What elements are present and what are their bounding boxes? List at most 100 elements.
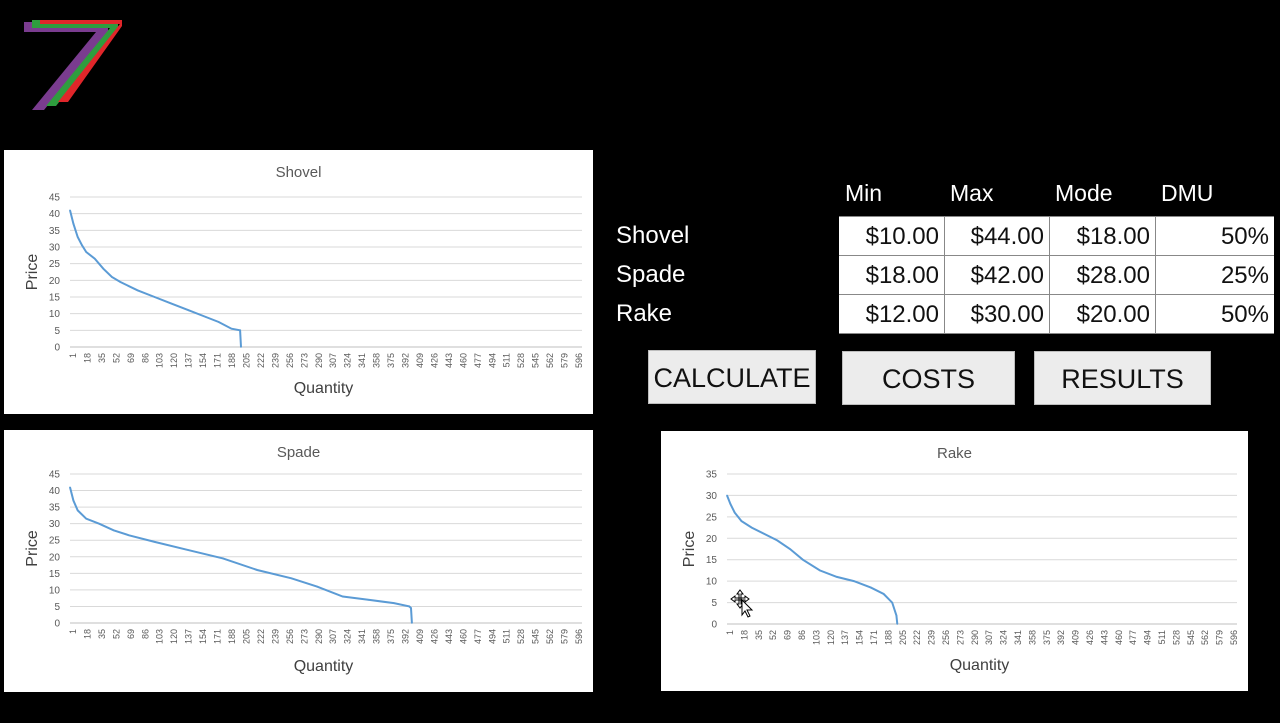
rake-data-point bbox=[750, 526, 753, 529]
shovel-data-point bbox=[239, 329, 241, 332]
shovel-x-tick-label: 358 bbox=[372, 353, 382, 368]
spade-x-tick-label: 18 bbox=[82, 629, 92, 639]
shovel-data-point bbox=[102, 267, 105, 270]
cell-shovel-mode[interactable]: $18.00 bbox=[1050, 217, 1156, 255]
shovel-data-point bbox=[111, 276, 113, 278]
spade-y-tick-label: 5 bbox=[54, 602, 60, 613]
spade-data-point bbox=[112, 529, 115, 532]
shovel-x-tick-label: 579 bbox=[560, 353, 570, 368]
rake-x-tick-label: 324 bbox=[999, 630, 1009, 645]
rake-x-tick-label: 375 bbox=[1042, 630, 1052, 645]
spade-y-tick-label: 45 bbox=[49, 470, 61, 481]
shovel-data-point bbox=[72, 222, 75, 225]
cell-shovel-dmu[interactable]: 50% bbox=[1220, 223, 1269, 250]
cell-spade-max[interactable]: $42.00 bbox=[945, 256, 1050, 294]
rake-data-point bbox=[895, 614, 898, 617]
rake-x-tick-label: 494 bbox=[1143, 630, 1153, 645]
spade-y-tick-label: 0 bbox=[54, 619, 60, 630]
spade-x-tick-label: 86 bbox=[140, 629, 150, 639]
shovel-x-tick-label: 222 bbox=[256, 353, 266, 368]
spade-y-tick-label: 30 bbox=[49, 519, 61, 530]
table-row: $10.00 $44.00 $18.00 50% bbox=[839, 217, 1274, 256]
cell-rake-min[interactable]: $12.00 bbox=[839, 295, 945, 333]
rake-y-tick-label: 15 bbox=[706, 555, 718, 566]
move-cursor-icon bbox=[730, 589, 754, 618]
rake-data-point bbox=[729, 503, 732, 505]
cell-rake-max[interactable]: $30.00 bbox=[945, 295, 1050, 333]
shovel-x-tick-label: 171 bbox=[213, 353, 223, 368]
spade-y-tick-label: 20 bbox=[49, 552, 61, 563]
spade-y-axis-label: Price bbox=[24, 530, 41, 567]
rake-data-point bbox=[801, 558, 804, 561]
cell-rake-dmu[interactable]: 50% bbox=[1220, 301, 1269, 328]
spade-y-tick-label: 40 bbox=[49, 486, 61, 497]
spade-y-tick-label: 15 bbox=[49, 569, 61, 580]
table-row: $18.00 $42.00 $28.00 25% bbox=[839, 256, 1274, 295]
rake-x-tick-label: 52 bbox=[768, 630, 778, 640]
shovel-x-tick-label: 341 bbox=[357, 353, 367, 368]
spade-chart: Spade 0 5 10 15 20 25 30 35 40 45 1 18 35 52 69 86 103 120… bbox=[4, 430, 593, 692]
shovel-y-tick-label: 25 bbox=[49, 259, 61, 270]
shovel-data-point bbox=[217, 321, 220, 323]
spade-x-tick-label: 239 bbox=[270, 629, 280, 644]
row-label-rake: Rake bbox=[616, 300, 673, 327]
spade-x-tick-label: 1 bbox=[68, 629, 78, 634]
shovel-data-point bbox=[240, 346, 242, 348]
rake-data-point bbox=[896, 623, 899, 625]
spade-data-point bbox=[393, 602, 395, 604]
spade-x-tick-label: 324 bbox=[343, 629, 353, 644]
rake-x-tick-label: 358 bbox=[1027, 630, 1037, 645]
shovel-x-tick-label: 562 bbox=[545, 353, 555, 368]
spade-data-point bbox=[128, 534, 130, 537]
shovel-x-tick-label: 137 bbox=[184, 353, 194, 368]
spade-x-tick-label: 494 bbox=[487, 629, 497, 644]
spade-data-point bbox=[256, 569, 258, 571]
costs-button[interactable]: COSTS bbox=[842, 351, 1015, 405]
shovel-data-point bbox=[188, 309, 190, 312]
cell-shovel-min[interactable]: $10.00 bbox=[839, 217, 945, 255]
rake-x-tick-label: 341 bbox=[1013, 630, 1023, 645]
cell-shovel-max[interactable]: $44.00 bbox=[945, 217, 1050, 255]
spade-x-tick-label: 222 bbox=[256, 629, 266, 644]
spade-y-tick-label: 35 bbox=[49, 503, 61, 514]
shovel-x-tick-label: 154 bbox=[198, 353, 208, 368]
shovel-y-axis-label: Price bbox=[24, 254, 41, 291]
spade-x-tick-label: 460 bbox=[458, 629, 468, 644]
cell-spade-mode[interactable]: $28.00 bbox=[1050, 256, 1156, 294]
shovel-x-tick-label: 545 bbox=[531, 353, 541, 368]
spade-data-point bbox=[410, 607, 412, 609]
spade-data-point bbox=[76, 509, 79, 512]
rake-data-point bbox=[726, 494, 728, 497]
row-label-spade: Spade bbox=[616, 261, 686, 288]
shovel-data-point bbox=[69, 209, 71, 212]
rake-data-point bbox=[882, 593, 885, 595]
header-max: Max bbox=[950, 180, 994, 206]
spade-x-tick-label: 188 bbox=[227, 629, 237, 644]
rake-chart: Rake 0 5 10 15 20 25 30 35 1 18 35 52 69 86 103 120 137 15… bbox=[661, 431, 1248, 691]
shovel-x-tick-label: 477 bbox=[473, 353, 483, 368]
rake-data-point bbox=[819, 569, 821, 572]
cell-spade-min[interactable]: $18.00 bbox=[839, 256, 945, 294]
rake-x-tick-label: 154 bbox=[855, 630, 865, 645]
cell-spade-dmu[interactable]: 25% bbox=[1220, 262, 1269, 289]
shovel-x-tick-label: 86 bbox=[140, 353, 150, 363]
shovel-x-tick-label: 528 bbox=[516, 353, 526, 368]
spade-x-tick-label: 511 bbox=[502, 629, 512, 643]
rake-x-tick-label: 477 bbox=[1128, 630, 1138, 645]
rake-x-tick-label: 392 bbox=[1056, 630, 1066, 645]
shovel-data-point bbox=[205, 316, 207, 318]
rake-x-tick-label: 171 bbox=[869, 630, 879, 645]
cell-rake-mode[interactable]: $20.00 bbox=[1050, 295, 1156, 333]
shovel-x-tick-label: 103 bbox=[155, 353, 165, 368]
shovel-x-tick-label: 239 bbox=[270, 353, 280, 368]
spade-x-tick-label: 307 bbox=[328, 629, 338, 644]
spade-x-tick-label: 273 bbox=[299, 629, 309, 644]
calculate-button[interactable]: CALCULATE bbox=[648, 350, 816, 404]
shovel-x-tick-label: 18 bbox=[82, 353, 92, 363]
results-button[interactable]: RESULTS bbox=[1034, 351, 1211, 405]
rake-y-tick-label: 25 bbox=[706, 512, 718, 523]
rake-y-tick-label: 35 bbox=[706, 470, 718, 481]
shovel-y-tick-label: 20 bbox=[49, 276, 61, 287]
spade-chart-svg: Spade 0 5 10 15 20 25 30 35 40 45 1 18 35 52 69 86 103 120… bbox=[24, 444, 584, 675]
shovel-x-tick-label: 596 bbox=[574, 353, 584, 368]
